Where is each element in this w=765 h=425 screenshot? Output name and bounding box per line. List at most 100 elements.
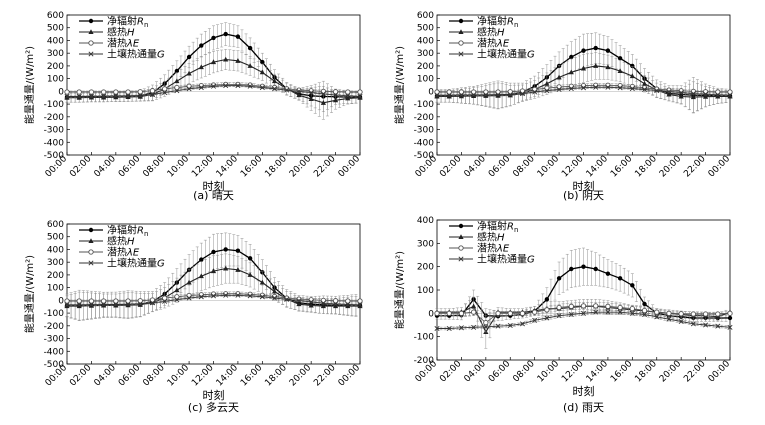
legend-label: 潜热λE xyxy=(477,37,510,50)
legend-label: 净辐射Rn xyxy=(477,220,518,235)
data-point xyxy=(630,63,635,69)
data-point xyxy=(690,321,696,327)
data-point xyxy=(333,301,339,307)
series-4 xyxy=(64,292,363,308)
y-tick-label: 100 xyxy=(47,284,64,294)
data-point xyxy=(580,65,587,71)
legend-marker xyxy=(88,29,94,34)
data-point xyxy=(471,324,477,330)
data-point xyxy=(247,272,253,277)
data-point xyxy=(715,323,721,329)
data-point xyxy=(446,310,452,316)
data-point xyxy=(556,313,562,319)
legend-marker xyxy=(88,51,94,57)
data-point xyxy=(259,85,265,91)
data-point xyxy=(580,310,587,316)
data-point xyxy=(593,84,599,90)
x-tick-label: 12:00 xyxy=(560,154,586,180)
legend-label: 土壤热通量G xyxy=(107,48,165,61)
data-point xyxy=(544,315,550,321)
data-point xyxy=(519,321,525,327)
data-point xyxy=(666,89,672,95)
data-point xyxy=(149,300,155,306)
data-point xyxy=(519,91,525,97)
data-point xyxy=(149,88,156,94)
data-point xyxy=(320,300,326,306)
y-tick-label: 600 xyxy=(47,220,64,230)
data-point xyxy=(272,86,278,92)
data-point xyxy=(470,309,477,315)
legend-marker xyxy=(458,223,464,229)
data-point xyxy=(617,276,623,281)
data-point xyxy=(260,59,265,65)
data-point xyxy=(198,273,204,279)
data-point xyxy=(715,311,721,317)
data-point xyxy=(247,293,253,299)
y-tick-label: -500 xyxy=(44,360,65,370)
y-tick-label: 200 xyxy=(417,263,434,273)
y-axis-label: 能量通量/(W/m²) xyxy=(393,251,406,329)
data-point xyxy=(483,324,489,330)
data-point xyxy=(345,298,351,304)
data-point xyxy=(271,288,278,294)
data-point xyxy=(332,97,339,103)
data-point xyxy=(617,68,623,73)
data-point xyxy=(727,93,733,99)
data-point xyxy=(320,91,326,97)
data-point xyxy=(345,89,351,95)
data-point xyxy=(125,89,131,95)
data-point xyxy=(162,90,168,96)
data-point xyxy=(113,298,119,304)
x-tick-label: 16:00 xyxy=(239,154,265,180)
y-tick-label: 100 xyxy=(417,286,434,296)
legend-label: 土壤热通量G xyxy=(477,253,535,266)
data-point xyxy=(333,92,339,98)
y-tick-label: -500 xyxy=(44,151,65,161)
data-point xyxy=(568,69,574,75)
series-4 xyxy=(64,83,363,99)
data-point xyxy=(199,257,204,262)
data-point xyxy=(666,310,672,316)
y-tick-label: -200 xyxy=(44,322,65,332)
data-point xyxy=(100,89,107,95)
x-tick-label: 14:00 xyxy=(585,359,611,385)
data-point xyxy=(345,301,351,307)
x-tick-label: 00:00 xyxy=(337,154,363,180)
data-point xyxy=(198,85,204,91)
data-point xyxy=(727,92,733,98)
data-point xyxy=(235,292,241,298)
legend-label: 净辐射Rn xyxy=(107,15,148,30)
data-point xyxy=(519,310,526,316)
data-point xyxy=(629,306,635,312)
data-point xyxy=(308,96,314,101)
data-point xyxy=(568,311,574,318)
y-tick-label: 500 xyxy=(47,24,64,34)
data-point xyxy=(617,56,623,61)
x-axis-label: 时刻 xyxy=(573,179,595,193)
x-tick-label: 20:00 xyxy=(658,359,684,385)
data-point xyxy=(174,297,180,303)
x-tick-label: 10:00 xyxy=(536,359,562,385)
data-point xyxy=(458,92,464,98)
legend-label: 潜热λE xyxy=(107,246,140,259)
data-point xyxy=(556,74,562,80)
x-tick-label: 22:00 xyxy=(312,363,338,389)
data-point xyxy=(320,100,326,105)
legend-label: 感热H xyxy=(107,235,135,248)
legend-marker xyxy=(458,40,464,46)
panel-caption: (c) 多云天 xyxy=(188,400,239,414)
data-point xyxy=(654,314,660,320)
x-tick-label: 20:00 xyxy=(658,154,684,180)
data-point xyxy=(137,93,143,99)
x-tick-label: 08:00 xyxy=(511,359,537,385)
data-point xyxy=(678,311,684,317)
data-point xyxy=(211,249,216,255)
data-point xyxy=(174,287,180,293)
data-point xyxy=(690,311,697,317)
data-point xyxy=(654,309,660,315)
data-point xyxy=(88,93,94,99)
data-point xyxy=(199,43,204,48)
data-point xyxy=(64,89,70,95)
data-point xyxy=(446,325,452,332)
